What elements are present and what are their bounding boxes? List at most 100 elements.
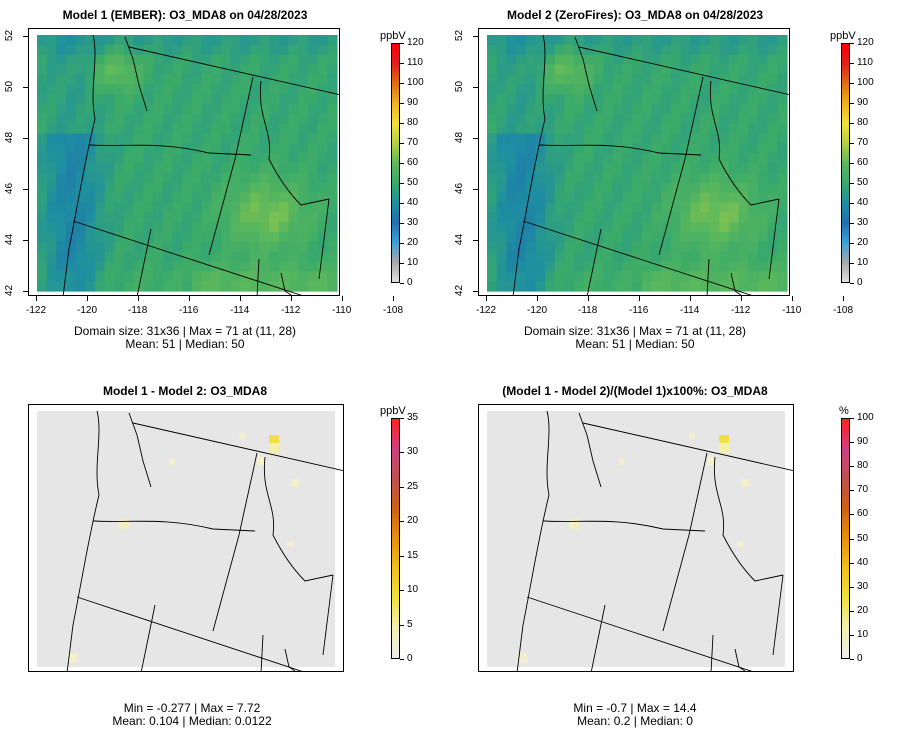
colorbar-tick-label: 50 (857, 532, 869, 544)
grid-cell (564, 281, 575, 292)
grid-cell (114, 143, 125, 154)
grid-cell (622, 182, 633, 194)
grid-cell (259, 84, 270, 95)
y-tick-label: 42 (4, 284, 16, 297)
colorbar-tick-label: 100 (407, 77, 424, 88)
grid-cell (307, 163, 319, 174)
grid-cell (66, 103, 77, 115)
grid-cell (699, 241, 711, 253)
grid-cell (506, 271, 517, 282)
grid-cell (719, 113, 730, 125)
grid-cell (777, 251, 788, 263)
grid-cell (612, 84, 624, 95)
grid-cell (172, 84, 183, 95)
grid-cell (670, 103, 682, 115)
grid-cell (162, 212, 174, 223)
grid-cell (56, 163, 67, 174)
grid-cell (680, 143, 691, 154)
grid-cell (554, 212, 566, 223)
grid-cell (690, 241, 701, 253)
grid-cell (37, 202, 48, 213)
border-line (713, 456, 784, 582)
grid-cell (114, 64, 125, 75)
grid-cell (278, 74, 290, 85)
y-tick-mark (23, 189, 28, 190)
grid-cell (75, 44, 86, 56)
grid-cell (307, 192, 319, 203)
grid-cell (307, 84, 319, 95)
grid-cell (516, 103, 527, 115)
grid-cell (37, 281, 48, 292)
grid-cell (496, 231, 507, 243)
grid-cell (651, 231, 662, 243)
grid-cell (496, 192, 507, 203)
grid-cell (554, 231, 566, 243)
colorbar-tick-mark (400, 521, 404, 523)
grid-cell (757, 212, 769, 223)
grid-cell (56, 35, 67, 46)
grid-cell (583, 212, 595, 223)
grid-cell (516, 271, 527, 282)
grid-cell (230, 113, 241, 125)
y-tick-label: 42 (454, 284, 466, 297)
grid-cell (259, 231, 270, 243)
grid-cell (75, 35, 86, 46)
grid-cell (269, 172, 280, 184)
grid-cell (670, 251, 682, 263)
y-tick-label: 48 (4, 131, 16, 144)
grid-cell (278, 54, 290, 66)
grid-cell (545, 54, 556, 66)
grid-cell (66, 241, 77, 253)
grid-cell (535, 163, 546, 174)
grid-cell (240, 143, 251, 154)
grid-cell (603, 143, 614, 154)
grid-cell (191, 74, 203, 85)
grid-cell (719, 222, 730, 233)
grid-cell (230, 133, 241, 144)
grid-cell (288, 113, 299, 125)
grid-cell (564, 251, 575, 263)
grid-cell (767, 113, 778, 125)
grid-cell (593, 103, 604, 115)
grid-cell (124, 54, 135, 66)
grid-cell (612, 241, 624, 253)
grid-cell (153, 222, 164, 233)
grid-cell (690, 64, 701, 75)
grid-cell (680, 231, 691, 243)
grid-cell (670, 44, 682, 56)
colorbar-tick-mark (850, 183, 854, 184)
grid-cell (317, 103, 328, 115)
grid-cell (719, 153, 730, 164)
grid-cell (525, 202, 536, 213)
grid-cell (641, 222, 653, 233)
grid-cell (680, 163, 691, 174)
grid-cell (641, 113, 653, 125)
grid-cell (114, 74, 125, 85)
grid-cell (612, 251, 624, 263)
grid-cell (269, 94, 280, 105)
grid-cell (37, 222, 48, 233)
grid-cell (487, 103, 498, 115)
grid-cell (535, 261, 546, 272)
x-tick-mark (36, 296, 37, 301)
grid-cell (632, 202, 643, 213)
grid-cell (728, 222, 740, 233)
grid-cell (690, 182, 701, 194)
grid-cell (95, 222, 106, 233)
grid-cell (172, 94, 183, 105)
grid-cell (719, 271, 730, 282)
grid-cell (709, 251, 720, 263)
grid-cell (172, 143, 183, 154)
grid-cell (191, 54, 203, 66)
grid-cell (182, 172, 193, 184)
grid-cell (612, 123, 624, 135)
grid-cell (259, 153, 270, 164)
grid-cell (699, 281, 711, 292)
grid-cell (240, 35, 251, 46)
grid-cell (278, 163, 290, 174)
grid-cell (612, 231, 624, 243)
grid-cell (317, 281, 328, 292)
grid-cell (525, 113, 536, 125)
grid-cell (593, 35, 604, 46)
grid-cell (191, 163, 203, 174)
